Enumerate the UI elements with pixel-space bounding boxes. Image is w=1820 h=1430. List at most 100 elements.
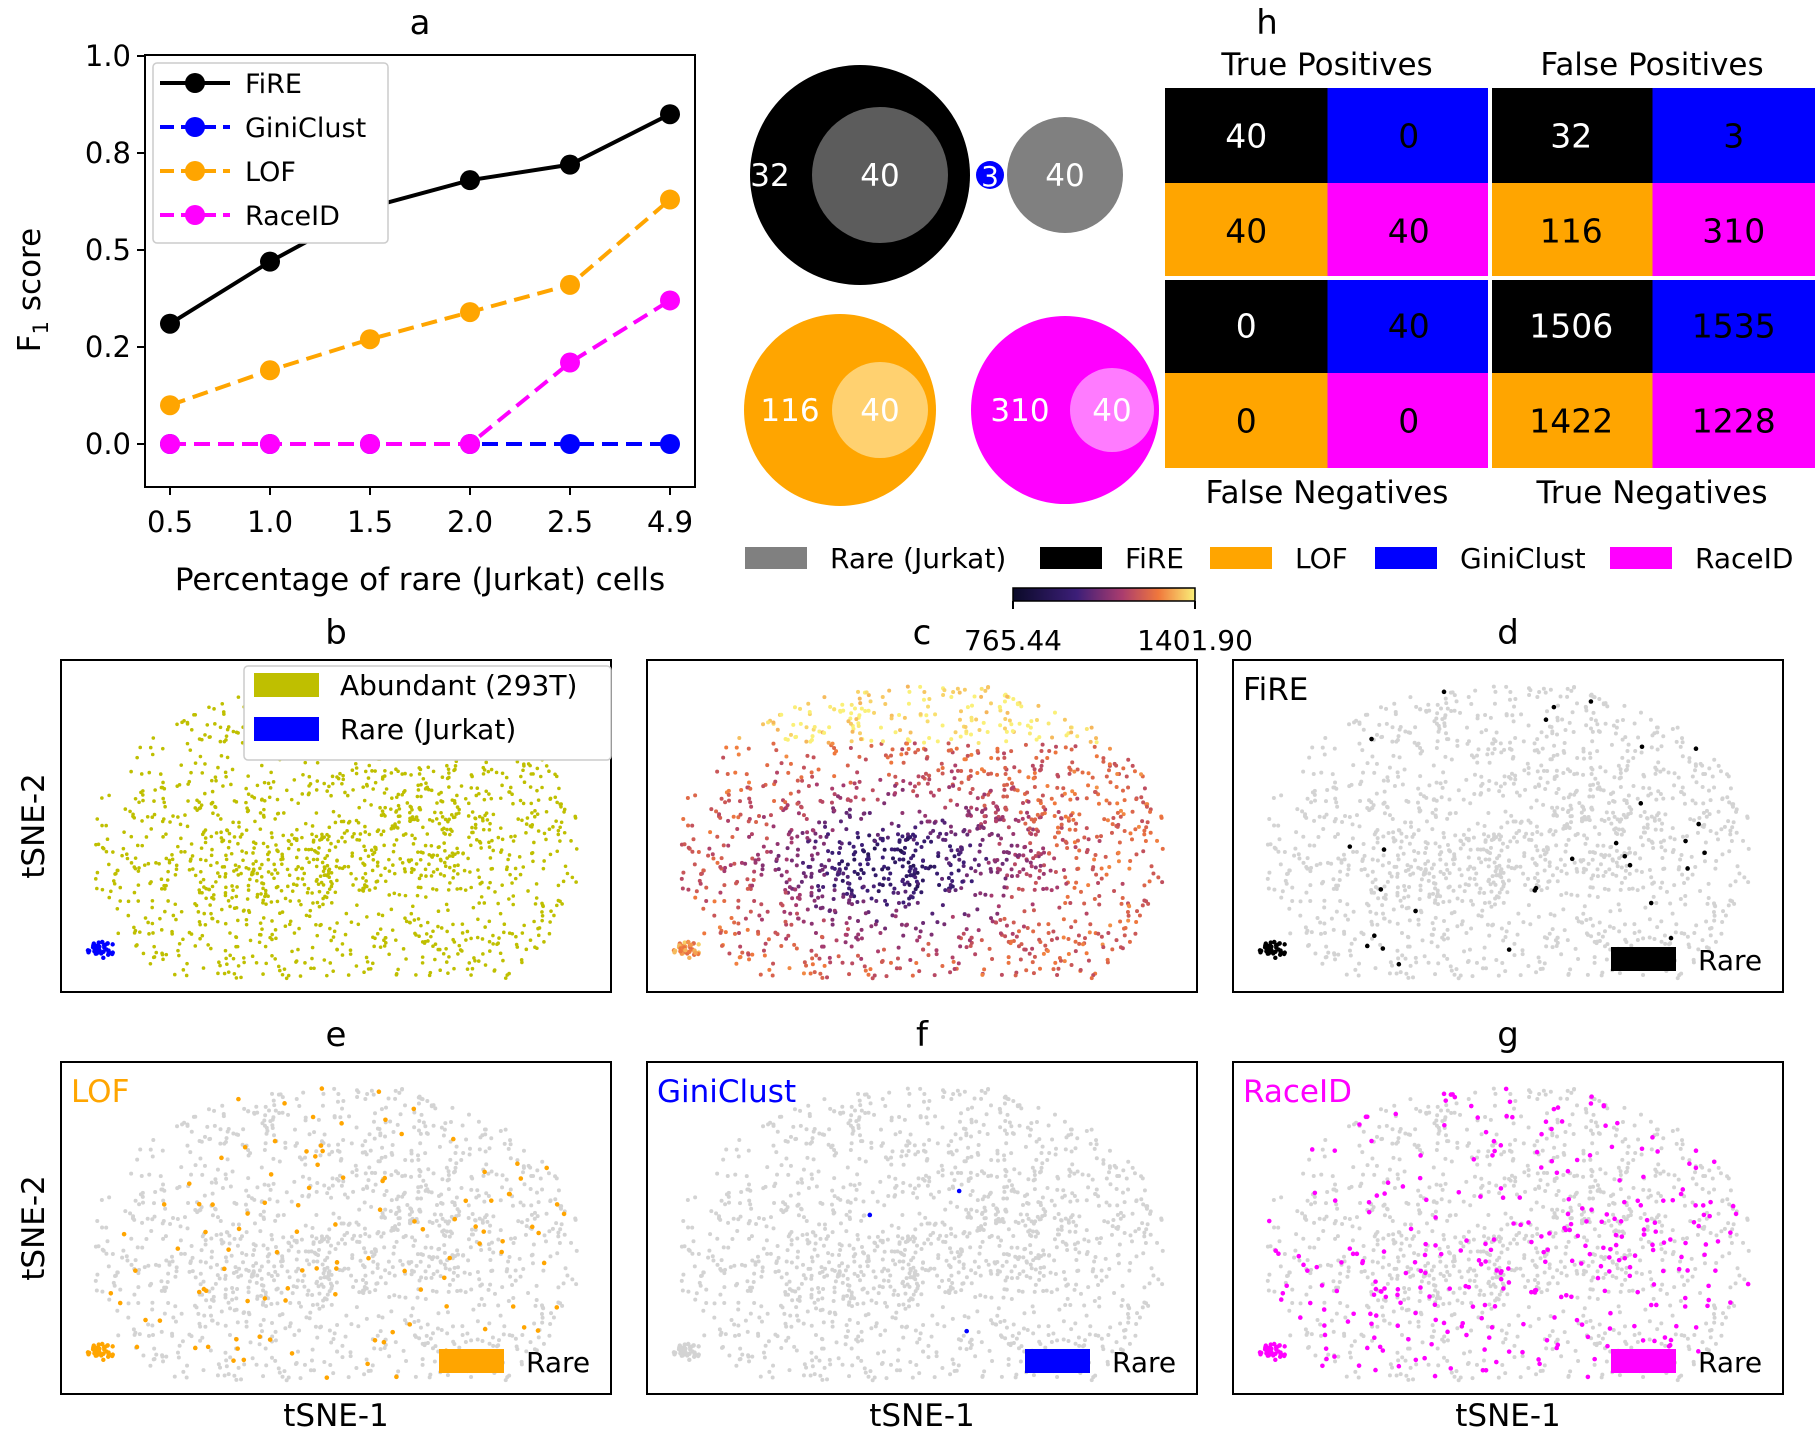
cell-scored	[883, 927, 887, 931]
cell-background	[1408, 873, 1412, 877]
cell-background	[1386, 880, 1390, 884]
cell-scored	[870, 896, 874, 900]
cell-abundant	[276, 871, 280, 875]
cell-scored	[828, 909, 832, 913]
cell-scored	[949, 830, 953, 834]
cell-detected	[1702, 850, 1707, 855]
cell-background	[1399, 970, 1403, 974]
cell-abundant	[310, 832, 314, 836]
cell-scored	[955, 747, 959, 751]
cell-abundant	[499, 826, 503, 830]
cell-background	[1612, 926, 1616, 930]
cell-background	[1659, 919, 1663, 923]
cell-abundant	[391, 928, 395, 932]
cell-scored	[921, 878, 925, 882]
cell-abundant	[153, 788, 157, 792]
cell-scored	[1107, 865, 1111, 869]
cell-scored	[1038, 768, 1042, 772]
cell-scored	[947, 749, 951, 753]
cell-scored	[1033, 817, 1037, 821]
cell-abundant	[237, 865, 241, 869]
cell-background	[1431, 892, 1435, 896]
cell-background	[1418, 707, 1422, 711]
cell-scored	[1000, 973, 1004, 977]
cell-scored	[720, 797, 724, 801]
cell-background	[358, 1234, 362, 1238]
cell-abundant	[361, 889, 365, 893]
cell-background	[1701, 785, 1705, 789]
cell-scored	[752, 899, 756, 903]
panel-a-line-chart: a0.00.20.50.81.00.5 1.0 1.5 2.0 2.5 4.9Percen…	[12, 3, 695, 598]
cell-background	[409, 1175, 413, 1179]
cell-background	[1527, 903, 1531, 907]
cell-scored	[1014, 973, 1018, 977]
cell-abundant	[469, 937, 473, 941]
cell-background	[1393, 865, 1397, 869]
cell-abundant	[364, 879, 368, 883]
cell-scored	[821, 885, 825, 889]
cell-background	[432, 1124, 436, 1128]
cell-scored	[737, 931, 741, 935]
cell-abundant	[455, 847, 459, 851]
cell-abundant	[259, 892, 263, 896]
cell-abundant	[200, 771, 204, 775]
cell-background	[1727, 800, 1731, 804]
cell-scored	[1069, 730, 1073, 734]
cell-scored	[959, 709, 963, 713]
cell-background	[1442, 954, 1446, 958]
cell-abundant	[488, 822, 492, 826]
cell-abundant	[481, 937, 485, 941]
cell-scored	[769, 850, 773, 854]
cell-background	[1625, 799, 1629, 803]
cell-background	[1313, 793, 1317, 797]
cell-scored	[1063, 718, 1067, 722]
cell-background	[1382, 853, 1386, 857]
cell-background	[1447, 899, 1451, 903]
cell-scored	[1062, 868, 1066, 872]
cell-scored	[1151, 871, 1155, 875]
cell-abundant	[231, 768, 235, 772]
cell-background	[307, 1177, 311, 1181]
cell-scored	[1082, 836, 1086, 840]
cell-abundant	[310, 891, 314, 895]
cell-detected	[1369, 737, 1374, 742]
cell-background	[1494, 883, 1498, 887]
cell-abundant	[224, 854, 228, 858]
cell-background	[1462, 949, 1466, 953]
cell-abundant	[520, 818, 524, 822]
cell-background	[1614, 826, 1618, 830]
cell-background	[1615, 726, 1619, 730]
cell-background	[1442, 831, 1446, 835]
cell-abundant	[455, 794, 459, 798]
cell-scored	[1148, 879, 1152, 883]
cell-scored	[1054, 870, 1058, 874]
cell-abundant	[137, 866, 141, 870]
cell-abundant	[390, 771, 394, 775]
cell-abundant	[377, 912, 381, 916]
cell-background	[1469, 899, 1473, 903]
cell-scored	[863, 964, 867, 968]
cell-scored	[1108, 762, 1112, 766]
cell-abundant	[344, 933, 348, 937]
cell-scored	[804, 740, 808, 744]
cell-scored	[861, 899, 865, 903]
cell-scored	[1114, 764, 1118, 768]
cell-scored	[817, 888, 821, 892]
cell-background	[1615, 832, 1619, 836]
cell-scored	[924, 748, 928, 752]
cell-background	[1397, 734, 1401, 738]
cell-abundant	[542, 940, 546, 944]
cell-rare	[103, 943, 107, 947]
cell-abundant	[247, 888, 251, 892]
cell-background	[1597, 832, 1601, 836]
cell-abundant	[466, 857, 470, 861]
cell-scored	[832, 707, 836, 711]
cell-scored	[859, 957, 863, 961]
cell-scored	[841, 871, 845, 875]
cell-abundant	[308, 775, 312, 779]
cell-scored	[858, 701, 862, 705]
cell-background	[1400, 953, 1404, 957]
cell-scored	[805, 725, 809, 729]
cell-scored	[785, 870, 789, 874]
cell-background	[1619, 817, 1623, 821]
